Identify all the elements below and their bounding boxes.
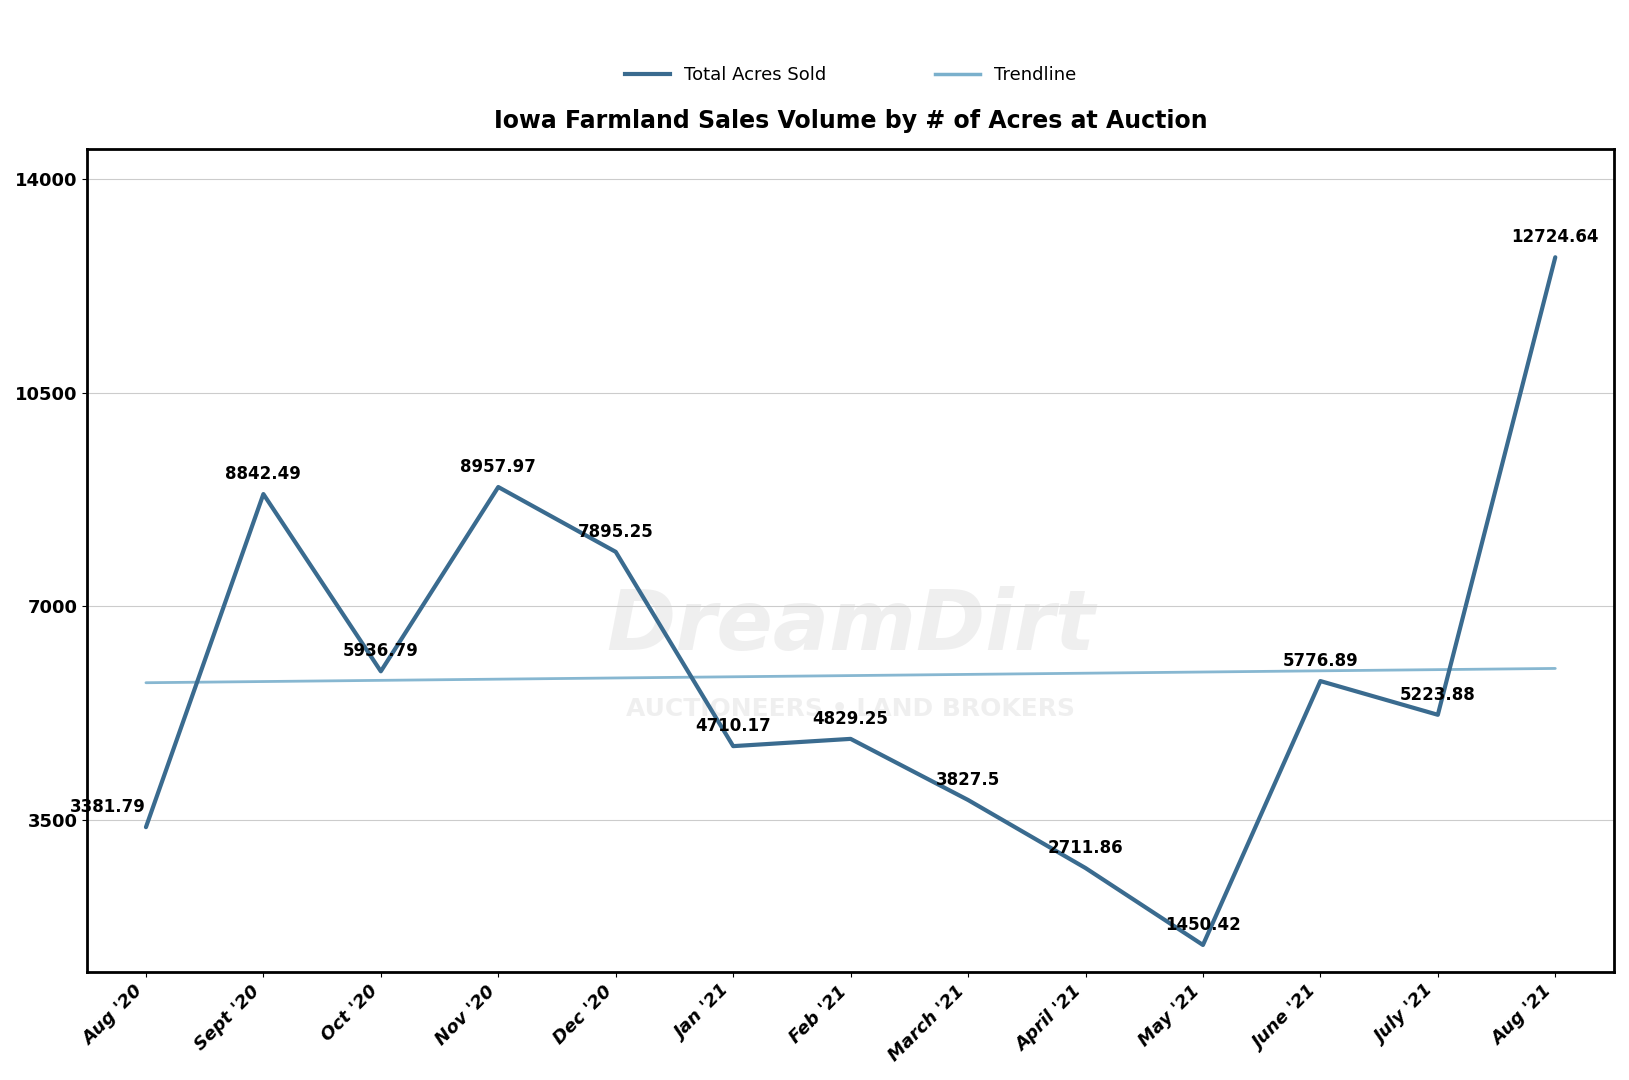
Legend: Total Acres Sold, Trendline: Total Acres Sold, Trendline bbox=[617, 59, 1083, 92]
Text: 5776.89: 5776.89 bbox=[1282, 652, 1359, 670]
Text: AUCTIONEERS • LAND BROKERS: AUCTIONEERS • LAND BROKERS bbox=[626, 697, 1075, 721]
Text: 5223.88: 5223.88 bbox=[1399, 686, 1476, 704]
Text: 4829.25: 4829.25 bbox=[813, 710, 888, 728]
Text: 12724.64: 12724.64 bbox=[1512, 228, 1600, 246]
Text: 3381.79: 3381.79 bbox=[70, 798, 147, 816]
Text: 8957.97: 8957.97 bbox=[461, 458, 536, 476]
Text: 3827.5: 3827.5 bbox=[937, 771, 1000, 788]
Title: Iowa Farmland Sales Volume by # of Acres at Auction: Iowa Farmland Sales Volume by # of Acres… bbox=[494, 109, 1207, 133]
Text: 2711.86: 2711.86 bbox=[1047, 839, 1124, 856]
Text: DreamDirt: DreamDirt bbox=[606, 586, 1095, 667]
Text: 1450.42: 1450.42 bbox=[1165, 916, 1241, 934]
Text: 4710.17: 4710.17 bbox=[696, 717, 771, 735]
Text: 8842.49: 8842.49 bbox=[225, 465, 301, 483]
Text: 7895.25: 7895.25 bbox=[578, 523, 653, 541]
Text: 5936.79: 5936.79 bbox=[342, 643, 419, 660]
